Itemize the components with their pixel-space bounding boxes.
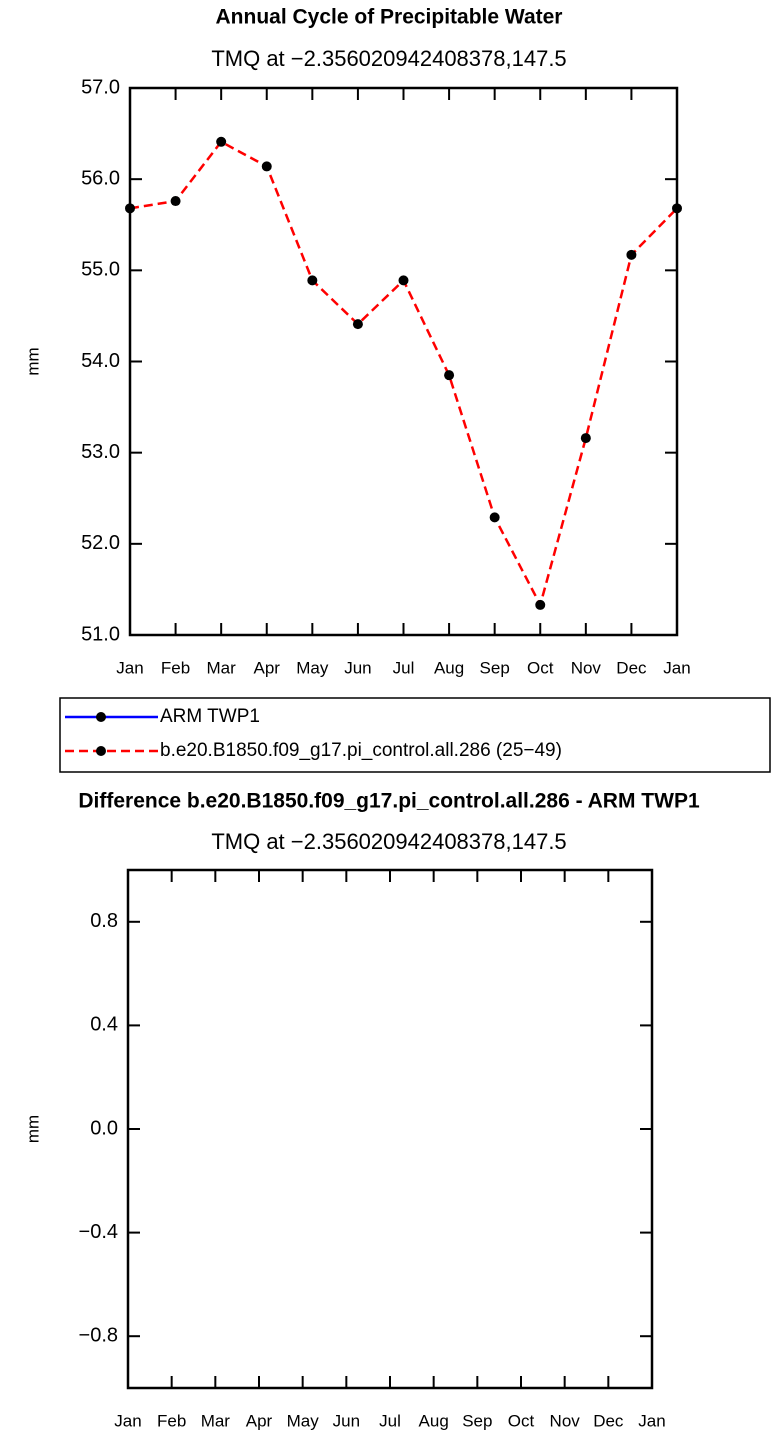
y-tick-label: 57.0 (81, 76, 120, 98)
x-tick-label: Jun (333, 1411, 360, 1430)
x-tick-label: Nov (571, 658, 602, 677)
plot-frame (126, 868, 654, 1390)
legend-marker (96, 712, 106, 722)
y-tick-label: 56.0 (81, 167, 120, 189)
y-tick-label: 52.0 (81, 532, 120, 554)
data-point (580, 433, 591, 444)
x-tick-label: Nov (550, 1411, 581, 1430)
y-tick-label: 55.0 (81, 259, 120, 281)
x-tick-label: Sep (480, 658, 510, 677)
data-point (307, 275, 318, 286)
x-tick-label: Aug (434, 658, 464, 677)
x-tick-label: Apr (254, 658, 281, 677)
y-tick-label: 54.0 (81, 350, 120, 372)
x-tick-label: Sep (462, 1411, 492, 1430)
x-tick-label: Dec (593, 1411, 624, 1430)
chart-subtitle: TMQ at −2.356020942408378,147.5 (211, 46, 566, 71)
y-axis-label: mm (23, 347, 42, 375)
series-line (129, 140, 678, 609)
data-point (535, 599, 546, 610)
legend-marker (96, 746, 106, 756)
plot-frame (128, 86, 679, 637)
x-tick-label: Jun (344, 658, 371, 677)
data-point (398, 275, 409, 286)
x-tick-label: Dec (616, 658, 647, 677)
x-tick-label: Jan (663, 658, 690, 677)
x-tick-label: Oct (508, 1411, 535, 1430)
y-tick-label: 51.0 (81, 623, 120, 645)
y-tick-label: 53.0 (81, 441, 120, 463)
legend-box (59, 697, 771, 773)
y-tick-label: 0.8 (90, 910, 118, 932)
chart-subtitle: TMQ at −2.356020942408378,147.5 (211, 829, 566, 854)
y-tick-label: −0.4 (79, 1221, 118, 1243)
y-axis-label: mm (23, 1115, 42, 1143)
y-tick-label: 0.0 (90, 1117, 118, 1139)
x-tick-label: Apr (246, 1411, 273, 1430)
x-tick-label: Feb (157, 1411, 186, 1430)
x-tick-label: Mar (201, 1411, 231, 1430)
y-tick-label: −0.8 (79, 1324, 118, 1346)
chart-title: Difference b.e20.B1850.f09_g17.pi_contro… (78, 790, 700, 813)
x-tick-label: Jul (379, 1411, 401, 1430)
data-point (489, 512, 500, 523)
chart-title: Annual Cycle of Precipitable Water (216, 6, 563, 29)
data-point (170, 196, 181, 207)
x-tick-label: Jan (638, 1411, 665, 1430)
y-tick-label: 0.4 (90, 1014, 118, 1036)
x-tick-label: May (287, 1411, 320, 1430)
data-point (352, 319, 363, 330)
legend-label: b.e20.B1850.f09_g17.pi_control.all.286 (… (160, 740, 562, 761)
x-tick-label: Mar (207, 658, 237, 677)
x-tick-label: Oct (527, 658, 554, 677)
x-tick-label: Jul (393, 658, 415, 677)
x-tick-label: Jan (116, 658, 143, 677)
data-point (444, 370, 455, 381)
legend-label: ARM TWP1 (160, 706, 260, 727)
x-tick-label: Jan (114, 1411, 141, 1430)
data-point (626, 249, 637, 260)
data-point (261, 161, 272, 172)
x-tick-label: May (296, 658, 329, 677)
data-point (216, 136, 227, 147)
x-tick-label: Feb (161, 658, 190, 677)
x-tick-label: Aug (419, 1411, 449, 1430)
